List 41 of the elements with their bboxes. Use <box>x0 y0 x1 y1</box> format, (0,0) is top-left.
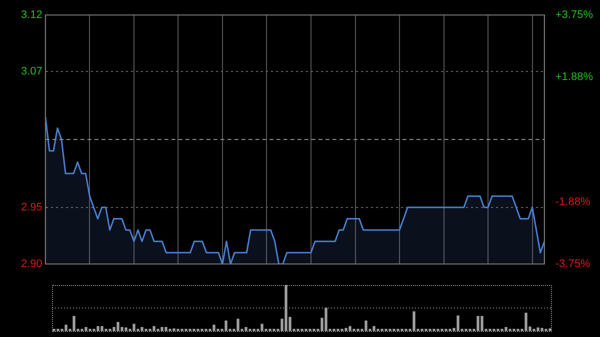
bar <box>212 324 216 331</box>
bar <box>164 326 168 331</box>
bar <box>132 324 136 331</box>
bar <box>480 316 484 331</box>
bar <box>224 320 228 331</box>
bar <box>540 328 544 331</box>
bar <box>348 326 352 331</box>
bar <box>324 308 328 331</box>
bar <box>96 326 100 331</box>
bar <box>64 324 68 331</box>
bar <box>476 316 480 331</box>
bar <box>172 328 176 331</box>
bar <box>124 327 128 331</box>
bar <box>244 326 248 331</box>
y-tick-label: 2.90 <box>20 258 42 270</box>
bar <box>72 316 76 331</box>
y-tick-label: 3.12 <box>20 9 42 22</box>
bar <box>344 328 348 331</box>
bar <box>236 318 240 331</box>
bar <box>412 311 416 331</box>
bar <box>536 327 540 331</box>
y-tick-label: 3.07 <box>20 66 42 78</box>
bar <box>84 326 88 331</box>
bar <box>116 322 120 331</box>
y2-tick-label: +1.88% <box>555 71 594 84</box>
bar <box>504 326 508 331</box>
bar <box>140 326 144 331</box>
bar <box>100 326 104 331</box>
bar <box>524 312 528 331</box>
y2-tick-label: +3.75% <box>555 9 594 22</box>
bar <box>372 326 376 331</box>
bar <box>548 328 552 331</box>
bar <box>152 326 156 331</box>
bar <box>260 324 264 331</box>
bar <box>364 320 368 331</box>
y-tick-label: 2.95 <box>20 201 42 214</box>
bar <box>160 326 164 331</box>
bar <box>284 285 288 331</box>
bar <box>456 315 460 331</box>
y2-tick-label: -1.88% <box>555 196 590 208</box>
y2-tick-label: -3.75% <box>555 258 590 270</box>
